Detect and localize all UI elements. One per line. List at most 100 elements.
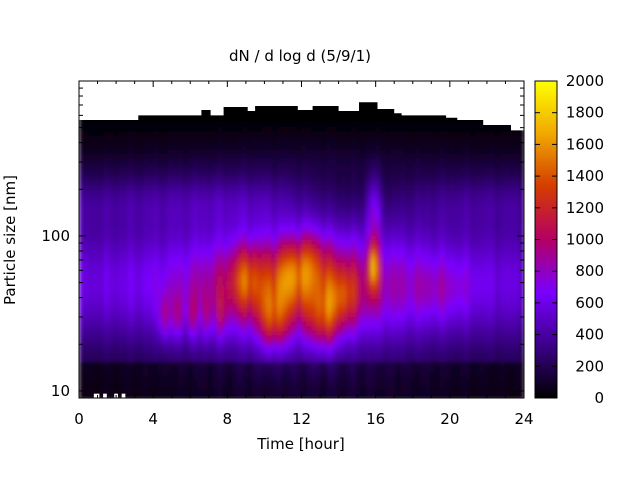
heatmap-cell: [380, 148, 387, 155]
heatmap-cell: [405, 302, 411, 309]
heatmap-cell: [88, 189, 95, 195]
heatmap-cell: [108, 230, 115, 236]
heatmap-cell: [168, 144, 174, 150]
heatmap-cell: [83, 321, 90, 327]
heatmap-cell: [286, 334, 293, 340]
heatmap-cell: [380, 189, 387, 195]
heatmap-cell: [395, 379, 401, 386]
heatmap-cell: [172, 234, 179, 241]
heatmap-cell: [360, 375, 367, 381]
heatmap-cell: [341, 198, 347, 204]
heatmap-cell: [271, 393, 278, 398]
heatmap-cell: [257, 257, 263, 263]
heatmap-cell: [420, 257, 426, 263]
heatmap-cell: [350, 271, 357, 277]
heatmap-cell: [301, 280, 308, 286]
heatmap-cell: [247, 180, 253, 186]
heatmap-cell: [301, 244, 308, 250]
heatmap-cell: [128, 311, 134, 318]
heatmap-cell: [217, 153, 223, 159]
heatmap-cell: [163, 325, 169, 331]
heatmap-cell: [331, 357, 337, 363]
heatmap-cell: [108, 162, 115, 168]
heatmap-cell: [197, 135, 204, 141]
heatmap-cell: [311, 130, 317, 136]
heatmap-cell: [192, 248, 199, 254]
heatmap-cell: [296, 225, 303, 232]
heatmap-cell: [108, 321, 115, 327]
heatmap-cell: [336, 388, 342, 395]
heatmap-cell: [197, 388, 204, 395]
heatmap-cell: [306, 262, 312, 268]
heatmap-cell: [163, 130, 169, 136]
heatmap-cell: [326, 234, 332, 241]
heatmap-cell: [375, 293, 382, 299]
heatmap-cell: [252, 334, 258, 340]
heatmap-cell: [143, 388, 149, 395]
heatmap-cell: [118, 366, 125, 372]
heatmap-cell: [217, 130, 223, 136]
heatmap-cell: [252, 316, 258, 322]
heatmap-cell: [187, 253, 194, 259]
heatmap-cell: [182, 157, 189, 164]
heatmap-cell: [242, 352, 248, 358]
heatmap-cell: [212, 121, 219, 127]
heatmap-cell: [316, 139, 322, 145]
heatmap-cell: [321, 289, 327, 295]
heatmap-cell: [118, 139, 125, 145]
heatmap-cell: [153, 176, 159, 182]
heatmap-cell: [192, 366, 199, 372]
heatmap-cell: [301, 307, 308, 313]
heatmap-cell: [430, 370, 436, 376]
heatmap-cell: [321, 375, 327, 381]
heatmap-cell: [425, 289, 431, 295]
heatmap-cell: [385, 194, 392, 200]
heatmap-cell: [266, 330, 273, 336]
heatmap-cell: [88, 343, 95, 349]
heatmap-cell: [296, 334, 303, 340]
heatmap-cell: [261, 343, 268, 349]
heatmap-cell: [276, 384, 283, 390]
heatmap-cell: [79, 148, 85, 155]
heatmap-cell: [202, 189, 209, 195]
heatmap-cell: [217, 189, 223, 195]
heatmap-cell: [242, 379, 248, 386]
heatmap-cell: [365, 176, 372, 182]
heatmap-cell: [118, 135, 125, 141]
heatmap-cell: [296, 370, 303, 376]
heatmap-cell: [350, 212, 357, 218]
heatmap-cell: [341, 352, 347, 358]
heatmap-cell: [385, 239, 392, 245]
heatmap-cell: [336, 117, 342, 123]
heatmap-cell: [138, 248, 144, 254]
heatmap-cell: [306, 225, 312, 232]
heatmap-cell: [341, 144, 347, 150]
heatmap-cell: [138, 316, 144, 322]
heatmap-cell: [192, 289, 199, 295]
heatmap-cell: [237, 321, 243, 327]
heatmap-cell: [123, 388, 130, 395]
heatmap-cell: [350, 352, 357, 358]
heatmap-cell: [182, 293, 189, 299]
heatmap-cell: [217, 257, 223, 263]
heatmap-cell: [207, 262, 214, 268]
heatmap-cell: [197, 343, 204, 349]
heatmap-cell: [326, 144, 332, 150]
heatmap-cell: [266, 153, 273, 159]
heatmap-cell: [296, 216, 303, 222]
heatmap-cell: [316, 275, 322, 281]
heatmap-cell: [163, 244, 169, 250]
heatmap-cell: [311, 162, 317, 168]
heatmap-cell: [88, 225, 95, 232]
heatmap-cell: [296, 162, 303, 168]
heatmap-cell: [346, 357, 352, 363]
heatmap-cell: [197, 366, 204, 372]
heatmap-cell: [350, 130, 357, 136]
heatmap-cell: [83, 357, 90, 363]
heatmap-cell: [316, 262, 322, 268]
heatmap-cell: [331, 167, 337, 173]
heatmap-cell: [336, 352, 342, 358]
heatmap-cell: [79, 361, 85, 367]
heatmap-cell: [281, 357, 288, 363]
